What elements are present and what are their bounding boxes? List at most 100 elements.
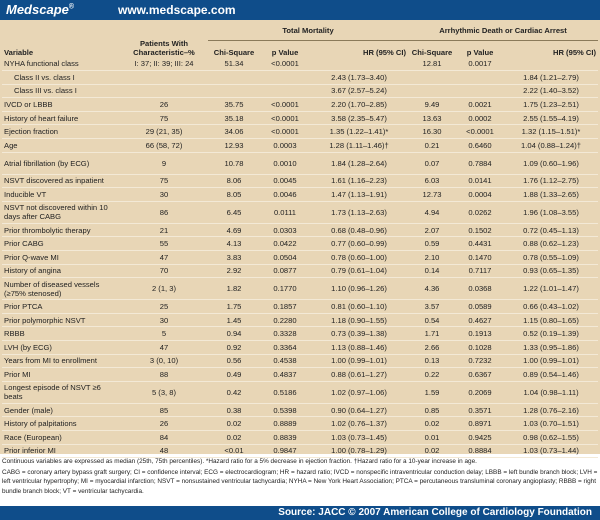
- tm-chi-square-cell: 2.92: [208, 264, 260, 279]
- tm-p-value-cell: 0.5186: [260, 381, 310, 404]
- ar-hr-cell: 1.00 (0.99–1.01): [504, 354, 599, 369]
- patients-cell: 75: [120, 174, 208, 189]
- tm-p-value-cell: 0.0877: [260, 264, 310, 279]
- tm-p-value-cell: <0.0001: [260, 111, 310, 126]
- table-row: Race (European) 84 0.02 0.8839 1.03 (0.73–1.…: [2, 430, 599, 445]
- patients-cell: 2 (1, 3): [120, 277, 208, 301]
- source-credit: Source: JACC © 2007 American College of …: [278, 507, 592, 518]
- tm-p-value-cell: 0.8889: [260, 416, 310, 431]
- ar-hr-cell: 1.76 (1.12–2.75): [504, 174, 599, 189]
- variable-cell: Ejection fraction: [2, 124, 120, 140]
- variable-cell: NSVT not discovered within 10 days after…: [2, 201, 120, 224]
- tm-hr-cell: 1.47 (1.13–1.91): [310, 187, 409, 202]
- tm-chi-square-cell: 0.38: [208, 403, 260, 418]
- ar-chi-square-cell: 0.21: [408, 138, 457, 153]
- ar-chi-square-cell: 16.30: [408, 124, 457, 140]
- variable-cell: Number of diseased vessels (≥75% stenose…: [2, 277, 120, 301]
- ar-chi-square-cell: 1.71: [408, 326, 457, 341]
- ar-chi-square-cell: 0.59: [408, 236, 457, 252]
- variable-cell: NSVT discovered as inpatient: [2, 174, 120, 189]
- tm-hr-cell: 1.35 (1.22–1.41)*: [310, 124, 409, 140]
- tm-chi-square-cell: 51.34: [208, 57, 260, 72]
- tm-p-value-cell: <0.0001: [260, 57, 310, 72]
- tm-chi-square-cell: 0.56: [208, 354, 260, 369]
- ar-chi-square-cell: 0.13: [408, 354, 457, 369]
- tm-hr-cell: 1.18 (0.90–1.55): [310, 313, 409, 328]
- tm-hr-cell: 1.00 (0.99–1.01): [310, 354, 409, 369]
- patients-cell: 30: [120, 313, 208, 328]
- table-row: Atrial fibrillation (by ECG) 9 10.78 0.0010…: [2, 152, 599, 175]
- table-row: History of heart failure 75 35.18 <0.0001 3.…: [2, 111, 599, 126]
- table-row: Prior CABG 55 4.13 0.0422 0.77 (0.60–0.99) 0.…: [2, 236, 599, 252]
- table-row: Number of diseased vessels (≥75% stenose…: [2, 277, 599, 301]
- patients-cell: 66 (58, 72): [120, 138, 208, 153]
- ar-hr-cell: 1.15 (0.80–1.65): [504, 313, 599, 328]
- variable-cell: Prior CABG: [2, 236, 120, 252]
- tm-hr-cell: 1.13 (0.88–1.46): [310, 340, 409, 355]
- ar-chi-square-cell: 9.49: [408, 97, 457, 112]
- tm-chi-square-cell: [208, 70, 260, 85]
- ar-p-value-cell: 0.7232: [456, 354, 505, 369]
- tm-hr-cell: 2.43 (1.73–3.40): [310, 70, 409, 85]
- patients-cell: 5: [120, 326, 208, 341]
- ar-hr-cell: 0.78 (0.55–1.09): [504, 250, 599, 265]
- tm-hr-cell: 1.02 (0.76–1.37): [310, 416, 409, 431]
- ar-chi-square-cell: 0.07: [408, 152, 457, 175]
- variable-cell: Prior inferior MI: [2, 444, 120, 459]
- variable-cell: Gender (male): [2, 403, 120, 418]
- table-row: Ejection fraction 29 (21, 35) 34.06 <0.0001…: [2, 124, 599, 140]
- patients-cell: I: 37; II: 39; III: 24: [120, 57, 208, 72]
- ar-hr-cell: 1.88 (1.33–2.65): [504, 187, 599, 202]
- ar-hr-cell: 2.55 (1.55–4.19): [504, 111, 599, 126]
- tm-p-value-cell: 0.3364: [260, 340, 310, 355]
- ar-p-value-cell: 0.1913: [456, 326, 505, 341]
- ar-p-value-cell: 0.7117: [456, 264, 505, 279]
- ar-chi-square-cell: 0.54: [408, 313, 457, 328]
- patients-cell: 47: [120, 250, 208, 265]
- patients-cell: 70: [120, 264, 208, 279]
- ar-p-value-cell: 0.1028: [456, 340, 505, 355]
- ar-hr-cell: 1.75 (1.23–2.51): [504, 97, 599, 112]
- variable-cell: LVH (by ECG): [2, 340, 120, 355]
- patients-cell: [120, 70, 208, 85]
- variable-cell: Prior PTCA: [2, 299, 120, 314]
- multivariate-table: Variable Patients With Characteristic–% …: [2, 20, 599, 459]
- medscape-logo[interactable]: Medscape®: [6, 2, 75, 17]
- tm-chi-square-cell: 1.45: [208, 313, 260, 328]
- tm-p-value-cell: 0.0303: [260, 223, 310, 238]
- tm-hr-cell: 0.88 (0.61–1.27): [310, 367, 409, 382]
- patients-cell: 48: [120, 444, 208, 459]
- tm-p-value-cell: 0.9847: [260, 444, 310, 459]
- site-url-link[interactable]: www.medscape.com: [118, 3, 236, 17]
- ar-chi-square-cell: 6.03: [408, 174, 457, 189]
- patients-cell: 26: [120, 97, 208, 112]
- ar-hr-cell: 0.88 (0.62–1.23): [504, 236, 599, 252]
- ar-hr-cell: 2.22 (1.40–3.52): [504, 84, 599, 99]
- tm-chi-square-cell: 0.02: [208, 416, 260, 431]
- ar-chi-square-cell: 4.36: [408, 277, 457, 301]
- variable-cell: Atrial fibrillation (by ECG): [2, 152, 120, 175]
- ar-hr-cell: 0.89 (0.54–1.46): [504, 367, 599, 382]
- footnotes: Continuous variables are expressed as me…: [2, 457, 598, 497]
- tm-chi-square-cell: 35.18: [208, 111, 260, 126]
- tm-hr-cell: 3.67 (2.57–5.24): [310, 84, 409, 99]
- col-header-variable: Variable: [4, 48, 34, 57]
- table-row: Class III vs. class I 3.67 (2.57–5.24) 2.2…: [2, 84, 599, 99]
- col-header-ar-hr: HR (95% CI): [552, 48, 597, 57]
- table-row: Prior polymorphic NSVT 30 1.45 0.2280 1.18 (…: [2, 313, 599, 328]
- col-header-tm-chi-square: Chi-Square: [213, 48, 255, 57]
- ar-p-value-cell: 0.0368: [456, 277, 505, 301]
- ar-hr-cell: 1.96 (1.08–3.55): [504, 201, 599, 224]
- table-row: Years from MI to enrollment 3 (0, 10) 0.56…: [2, 354, 599, 369]
- table-row: NSVT discovered as inpatient 75 8.06 0.0045…: [2, 174, 599, 189]
- ar-p-value-cell: 0.0021: [456, 97, 505, 112]
- ar-chi-square-cell: 0.01: [408, 430, 457, 445]
- table-row: Inducible VT 30 8.05 0.0046 1.47 (1.13–1.91)…: [2, 187, 599, 202]
- variable-cell: Class II vs. class I: [2, 70, 120, 85]
- tm-p-value-cell: <0.0001: [260, 97, 310, 112]
- ar-chi-square-cell: 0.14: [408, 264, 457, 279]
- variable-cell: NYHA functional class: [2, 57, 120, 72]
- variable-cell: History of angina: [2, 264, 120, 279]
- ar-hr-cell: 1.04 (0.98–1.11): [504, 381, 599, 404]
- tm-chi-square-cell: 4.69: [208, 223, 260, 238]
